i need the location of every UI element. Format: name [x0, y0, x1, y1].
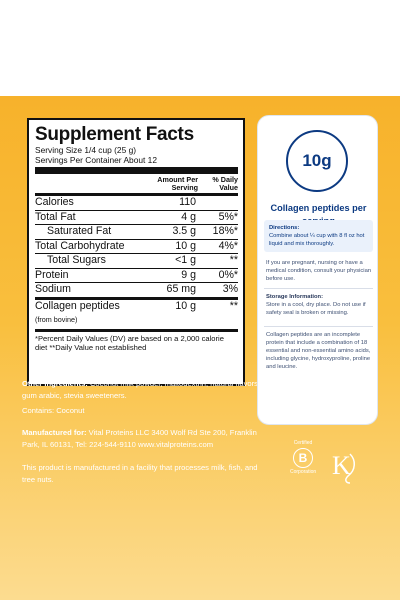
contains-text: Contains: Coconut — [22, 406, 85, 415]
facts-row: Protein 9 g 0%* — [35, 268, 238, 281]
facts-column-header: Amount Per Serving % Daily Value — [35, 174, 238, 193]
thick-divider — [35, 167, 238, 174]
servings-per-container: Servings Per Container About 12 — [35, 155, 157, 165]
b-corp-icon: B — [293, 448, 313, 468]
collagen-info-card: 10g Collagen peptides per serving Direct… — [257, 115, 378, 425]
supplement-facts-label: Supplement Facts Serving Size 1/4 cup (2… — [27, 118, 245, 386]
facts-row: Calories 110 — [35, 196, 196, 208]
storage-info: Storage Information: Store in a cool, dr… — [266, 294, 366, 316]
collagen-note: Collagen peptides are an incomplete prot… — [266, 332, 371, 370]
facts-row: Total Sugars <1 g ** — [47, 254, 238, 266]
manufactured-for: Manufactured for: Vital Proteins LLC 340… — [22, 428, 257, 449]
facts-title: Supplement Facts — [35, 124, 194, 145]
kosher-icon: K — [332, 451, 355, 484]
collagen-amount-circle: 10g — [286, 130, 348, 192]
serving-size: Serving Size 1/4 cup (25 g) — [35, 145, 137, 155]
directions-box: Directions: Combine about ¼ cup with 8 f… — [264, 220, 373, 252]
facts-row: Total Carbohydrate 10 g 4%* — [35, 239, 238, 252]
facts-footnote: *Percent Daily Values (DV) are based on … — [35, 333, 224, 352]
facts-row: Total Fat 4 g 5%* — [35, 210, 238, 223]
dv-header: % Daily Value — [212, 175, 238, 192]
svg-text:K: K — [332, 451, 351, 480]
facility-notice: This product is manufactured in a facili… — [22, 463, 258, 484]
facts-row: Collagen peptides (from bovine) 10 g ** — [35, 299, 238, 324]
amount-header: Amount Per Serving — [157, 175, 198, 192]
b-corp-logo: Certified B Corporation — [290, 440, 317, 475]
pregnant-warning: If you are pregnant, nursing or have a m… — [266, 260, 372, 282]
facts-row: Sodium 65 mg 3% — [35, 283, 238, 295]
facts-row: Saturated Fat 3.5 g 18%* — [47, 225, 238, 237]
other-ingredients: Other ingredients: Coconut milk powder, … — [22, 379, 261, 400]
